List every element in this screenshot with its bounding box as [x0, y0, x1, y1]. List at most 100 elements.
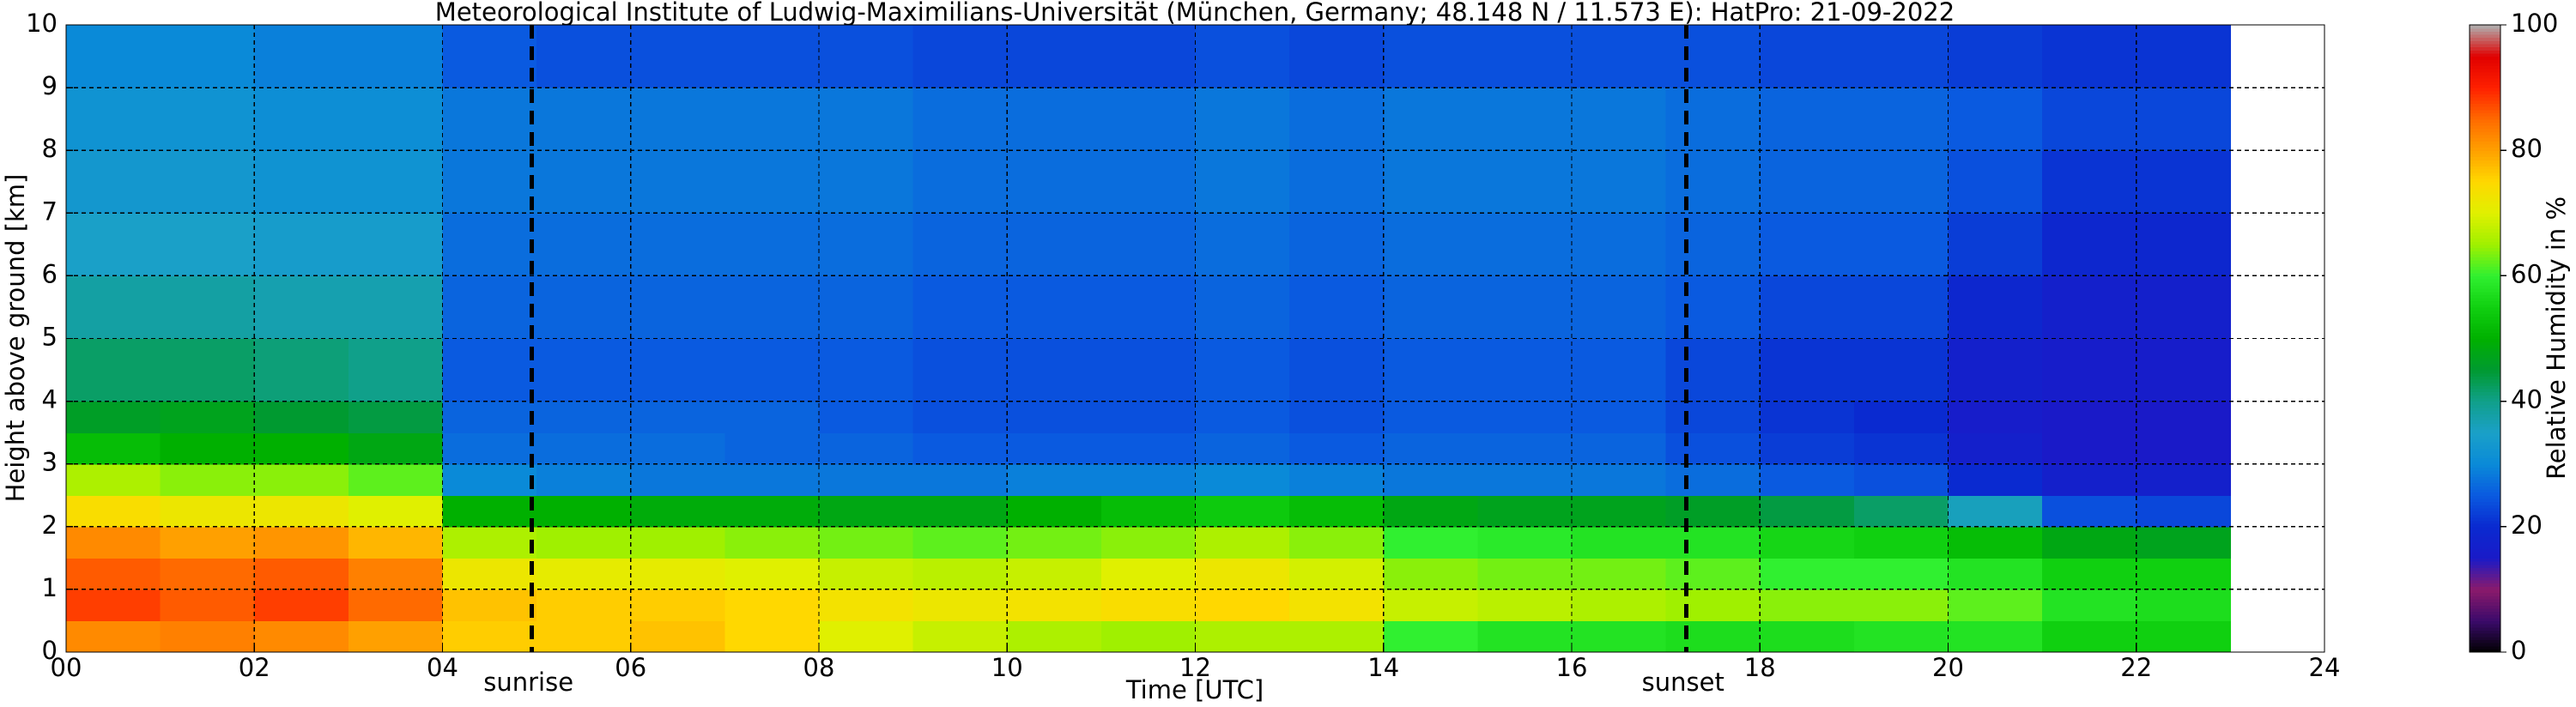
- heatmap-cell: [724, 558, 820, 590]
- colorbar-segment: [2470, 344, 2500, 349]
- colorbar-segment: [2470, 470, 2500, 474]
- colorbar-segment: [2470, 347, 2500, 352]
- heatmap-cell: [254, 275, 349, 340]
- heatmap-cell: [66, 338, 161, 402]
- colorbar-segment: [2470, 505, 2500, 509]
- heatmap-cell: [536, 589, 632, 622]
- colorbar-segment: [2470, 420, 2500, 424]
- heatmap-cell: [819, 88, 914, 151]
- colorbar-segment: [2470, 372, 2500, 377]
- colorbar-segment: [2470, 520, 2500, 524]
- heatmap-cell: [160, 589, 255, 622]
- colorbar-segment: [2470, 46, 2500, 51]
- heatmap-cell: [630, 495, 725, 528]
- heatmap-cell: [1948, 275, 2043, 340]
- heatmap-cell: [442, 589, 537, 622]
- heatmap-cell: [1760, 213, 1855, 276]
- colorbar-segment: [2470, 332, 2500, 336]
- heatmap-cell: [2042, 589, 2137, 622]
- heatmap-cell: [66, 432, 161, 465]
- y-tick-label: 5: [42, 323, 58, 352]
- heatmap-cell: [254, 150, 349, 214]
- heatmap-cell: [2136, 463, 2231, 496]
- colorbar-tick-label: 0: [2511, 636, 2526, 665]
- colorbar-segment: [2470, 429, 2500, 433]
- heatmap-cell: [1007, 495, 1102, 528]
- colorbar-segment: [2470, 620, 2500, 625]
- colorbar-segment: [2470, 545, 2500, 549]
- colorbar-segment: [2470, 542, 2500, 547]
- colorbar-segment: [2470, 281, 2500, 286]
- heatmap-cell: [348, 150, 444, 214]
- colorbar-segment: [2470, 473, 2500, 477]
- sun-label: sunrise: [483, 668, 573, 697]
- colorbar-tick-label: 40: [2511, 385, 2543, 414]
- colorbar-segment: [2470, 128, 2500, 132]
- heatmap-cell: [2136, 275, 2231, 340]
- heatmap-cell: [2042, 526, 2137, 559]
- heatmap-cell: [1665, 526, 1761, 559]
- heatmap-cell: [630, 213, 725, 276]
- heatmap-cell: [1760, 150, 1855, 214]
- heatmap-cell: [1948, 25, 2043, 88]
- heatmap-cell: [1100, 88, 1197, 151]
- sun-label: sunset: [1642, 668, 1724, 697]
- colorbar-segment: [2470, 567, 2500, 571]
- colorbar-segment: [2470, 134, 2500, 139]
- heatmap-cell: [2042, 495, 2137, 528]
- heatmap-cell: [724, 526, 820, 559]
- x-tick-label: 22: [2120, 653, 2152, 682]
- y-tick-label: 2: [42, 511, 58, 540]
- heatmap-cell: [1195, 526, 1290, 559]
- heatmap-cell: [630, 463, 725, 496]
- colorbar-segment: [2470, 573, 2500, 577]
- heatmap-cell: [348, 338, 444, 402]
- colorbar-segment: [2470, 88, 2500, 92]
- heatmap-cell: [912, 275, 1008, 340]
- heatmap-cell: [536, 432, 632, 465]
- heatmap-cell: [254, 25, 349, 88]
- heatmap-cell: [1383, 558, 1478, 590]
- heatmap-cell: [2136, 88, 2231, 151]
- colorbar-segment: [2470, 323, 2500, 327]
- heatmap-cell: [1572, 620, 1667, 653]
- colorbar-segment: [2470, 423, 2500, 427]
- colorbar-segment: [2470, 244, 2500, 249]
- heatmap-cell: [2042, 620, 2137, 653]
- heatmap-cell: [254, 432, 349, 465]
- colorbar-segment: [2470, 238, 2500, 242]
- colorbar-segment: [2470, 341, 2500, 346]
- y-tick-label: 10: [26, 9, 58, 38]
- heatmap-cell: [442, 495, 537, 528]
- colorbar-segment: [2470, 461, 2500, 465]
- colorbar-segment: [2470, 319, 2500, 323]
- colorbar-tick-label: 60: [2511, 259, 2543, 288]
- colorbar-segment: [2470, 297, 2500, 302]
- colorbar-segment: [2470, 33, 2500, 39]
- heatmap-cell: [1289, 338, 1385, 402]
- heatmap-cell: [348, 401, 444, 433]
- heatmap-cell: [630, 275, 725, 340]
- heatmap-cell: [912, 401, 1008, 433]
- heatmap-cell: [1760, 338, 1855, 402]
- heatmap-cell: [2042, 150, 2137, 214]
- heatmap-cell: [254, 589, 349, 622]
- colorbar-segment: [2470, 636, 2500, 640]
- colorbar-segment: [2470, 495, 2500, 499]
- x-tick-label: 12: [1179, 653, 1211, 682]
- colorbar-segment: [2470, 626, 2500, 631]
- colorbar-segment: [2470, 52, 2500, 57]
- y-tick-label: 6: [42, 259, 58, 288]
- heatmap-cell: [1853, 213, 1949, 276]
- heatmap-cell: [2042, 213, 2137, 276]
- heatmap-cell: [254, 88, 349, 151]
- colorbar-tick-label: 20: [2511, 511, 2543, 540]
- colorbar-segment: [2470, 414, 2500, 418]
- x-tick-label: 18: [1744, 653, 1776, 682]
- colorbar-segment: [2470, 118, 2500, 123]
- heatmap-cell: [1948, 213, 2043, 276]
- colorbar-segment: [2470, 69, 2500, 73]
- heatmap-cell: [2042, 88, 2137, 151]
- colorbar-label: Relative Humidity in %: [2542, 196, 2571, 480]
- heatmap-cell: [1760, 25, 1855, 88]
